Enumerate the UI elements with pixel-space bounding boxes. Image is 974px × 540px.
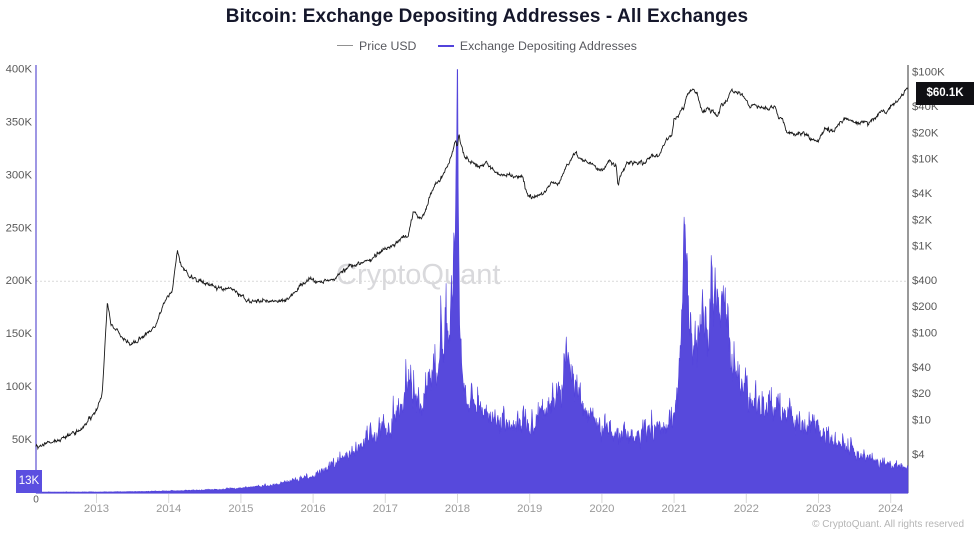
svg-text:2015: 2015 bbox=[228, 503, 253, 515]
svg-text:$1K: $1K bbox=[912, 240, 933, 252]
svg-text:50K: 50K bbox=[12, 434, 33, 446]
svg-text:$200: $200 bbox=[912, 301, 937, 313]
svg-text:2013: 2013 bbox=[84, 503, 109, 515]
svg-text:2018: 2018 bbox=[445, 503, 470, 515]
svg-text:2019: 2019 bbox=[517, 503, 542, 515]
svg-text:$20: $20 bbox=[912, 388, 931, 400]
svg-text:400K: 400K bbox=[6, 64, 33, 76]
svg-text:$10: $10 bbox=[912, 414, 931, 426]
svg-text:2017: 2017 bbox=[373, 503, 398, 515]
svg-text:0: 0 bbox=[33, 495, 39, 506]
svg-text:2021: 2021 bbox=[662, 503, 687, 515]
svg-text:2023: 2023 bbox=[806, 503, 831, 515]
svg-text:$40: $40 bbox=[912, 362, 931, 374]
svg-text:150K: 150K bbox=[6, 328, 33, 340]
svg-text:200K: 200K bbox=[6, 275, 33, 287]
svg-text:$100: $100 bbox=[912, 327, 937, 339]
svg-text:$10K: $10K bbox=[912, 153, 939, 165]
svg-text:$400: $400 bbox=[912, 275, 937, 287]
svg-text:2014: 2014 bbox=[156, 503, 181, 515]
svg-text:$4: $4 bbox=[912, 449, 925, 461]
svg-text:350K: 350K bbox=[6, 116, 33, 128]
svg-text:$100K: $100K bbox=[912, 66, 945, 78]
svg-text:2016: 2016 bbox=[301, 503, 326, 515]
svg-text:$4K: $4K bbox=[912, 188, 933, 200]
svg-text:2022: 2022 bbox=[734, 503, 759, 515]
svg-text:100K: 100K bbox=[6, 381, 33, 393]
svg-text:250K: 250K bbox=[6, 222, 33, 234]
svg-text:300K: 300K bbox=[6, 169, 33, 181]
svg-text:2024: 2024 bbox=[878, 503, 903, 515]
svg-text:$20K: $20K bbox=[912, 127, 939, 139]
svg-text:2020: 2020 bbox=[589, 503, 614, 515]
svg-text:$2K: $2K bbox=[912, 214, 933, 226]
